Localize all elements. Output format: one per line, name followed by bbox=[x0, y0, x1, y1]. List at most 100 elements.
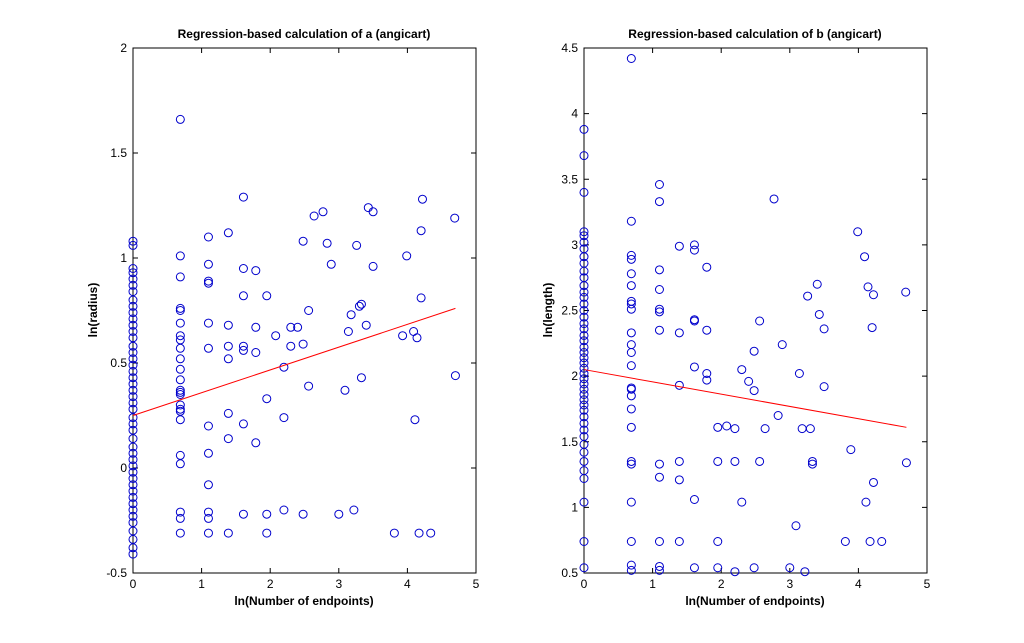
data-point bbox=[626, 269, 636, 279]
data-point bbox=[309, 211, 319, 221]
data-point bbox=[674, 475, 684, 485]
data-point bbox=[579, 336, 589, 346]
data-point bbox=[749, 346, 759, 356]
data-point bbox=[402, 251, 412, 261]
data-point bbox=[626, 537, 636, 546]
chart-a-points bbox=[128, 114, 460, 559]
data-point bbox=[579, 363, 589, 373]
data-point bbox=[626, 565, 636, 575]
data-point bbox=[128, 280, 138, 290]
data-point bbox=[349, 505, 359, 515]
data-point bbox=[654, 459, 664, 469]
data-point bbox=[654, 565, 664, 575]
data-point bbox=[674, 537, 684, 546]
data-point bbox=[579, 292, 589, 302]
data-point bbox=[791, 521, 801, 531]
data-point bbox=[846, 445, 856, 455]
data-point bbox=[713, 422, 723, 432]
data-point bbox=[579, 456, 589, 466]
data-point bbox=[203, 259, 213, 269]
data-point bbox=[579, 395, 589, 405]
data-point bbox=[579, 400, 589, 410]
x-tick-label: 2 bbox=[267, 577, 274, 591]
data-point bbox=[579, 287, 589, 297]
data-point bbox=[251, 266, 261, 276]
y-tick-label: 0.5 bbox=[561, 566, 578, 580]
data-point bbox=[175, 387, 185, 397]
data-point bbox=[579, 497, 589, 507]
data-point bbox=[803, 291, 813, 301]
y-tick-label: 0 bbox=[120, 461, 127, 475]
data-point bbox=[128, 327, 138, 336]
data-point bbox=[689, 245, 699, 255]
data-point bbox=[737, 497, 747, 507]
data-point bbox=[579, 299, 589, 309]
data-point bbox=[819, 324, 829, 334]
chart-a-fit-line bbox=[132, 307, 456, 416]
data-point bbox=[128, 549, 138, 559]
data-point bbox=[794, 369, 804, 378]
data-point bbox=[203, 507, 213, 517]
chart-b-x-axis-label: ln(Number of endpoints) bbox=[685, 594, 824, 608]
data-point bbox=[128, 499, 138, 509]
data-point bbox=[128, 314, 138, 324]
data-point bbox=[128, 419, 138, 429]
data-point bbox=[238, 419, 248, 429]
y-tick-label: 4.5 bbox=[561, 41, 578, 55]
data-point bbox=[175, 400, 185, 410]
data-point bbox=[238, 264, 248, 273]
data-point bbox=[626, 560, 636, 570]
data-point bbox=[689, 495, 699, 504]
data-point bbox=[417, 194, 427, 204]
data-point bbox=[298, 236, 308, 246]
data-point bbox=[579, 312, 589, 322]
data-point bbox=[175, 364, 185, 374]
x-tick-label: 3 bbox=[335, 577, 342, 591]
data-point bbox=[749, 563, 759, 573]
chart-a-title: Regression-based calculation of a (angic… bbox=[178, 27, 431, 41]
data-point bbox=[755, 456, 765, 466]
data-point bbox=[654, 304, 664, 314]
data-point bbox=[340, 385, 350, 395]
data-point bbox=[175, 251, 185, 261]
y-tick-label: -0.5 bbox=[106, 566, 127, 580]
data-point bbox=[203, 480, 213, 490]
data-point bbox=[626, 250, 636, 260]
data-point bbox=[626, 361, 636, 371]
data-point bbox=[356, 373, 366, 383]
data-point bbox=[777, 340, 787, 350]
x-tick-label: 4 bbox=[404, 577, 411, 591]
data-point bbox=[579, 237, 589, 247]
x-tick-label: 3 bbox=[786, 577, 793, 591]
data-point bbox=[128, 413, 138, 423]
data-point bbox=[579, 384, 589, 394]
data-point bbox=[304, 381, 314, 391]
data-point bbox=[579, 231, 589, 241]
data-point bbox=[674, 241, 684, 251]
data-point bbox=[128, 320, 138, 330]
y-tick-label: 0.5 bbox=[110, 356, 127, 370]
data-point bbox=[730, 424, 740, 434]
data-point bbox=[175, 459, 185, 469]
data-point bbox=[346, 310, 356, 320]
data-point bbox=[769, 194, 779, 204]
data-point bbox=[760, 424, 770, 434]
data-point bbox=[626, 304, 636, 314]
x-tick-label: 5 bbox=[924, 577, 931, 591]
data-point bbox=[356, 299, 366, 309]
data-point bbox=[128, 354, 138, 364]
data-point bbox=[579, 418, 589, 428]
data-point bbox=[223, 228, 233, 238]
data-point bbox=[755, 316, 765, 326]
data-point bbox=[737, 365, 747, 375]
data-point bbox=[702, 369, 712, 378]
data-point bbox=[626, 348, 636, 357]
data-point bbox=[361, 320, 371, 330]
data-point bbox=[713, 456, 723, 466]
data-point bbox=[262, 291, 272, 301]
data-point bbox=[654, 325, 664, 335]
data-point bbox=[262, 528, 272, 538]
y-tick-label: 1.5 bbox=[561, 435, 578, 449]
data-point bbox=[579, 353, 589, 363]
data-point bbox=[175, 375, 185, 385]
